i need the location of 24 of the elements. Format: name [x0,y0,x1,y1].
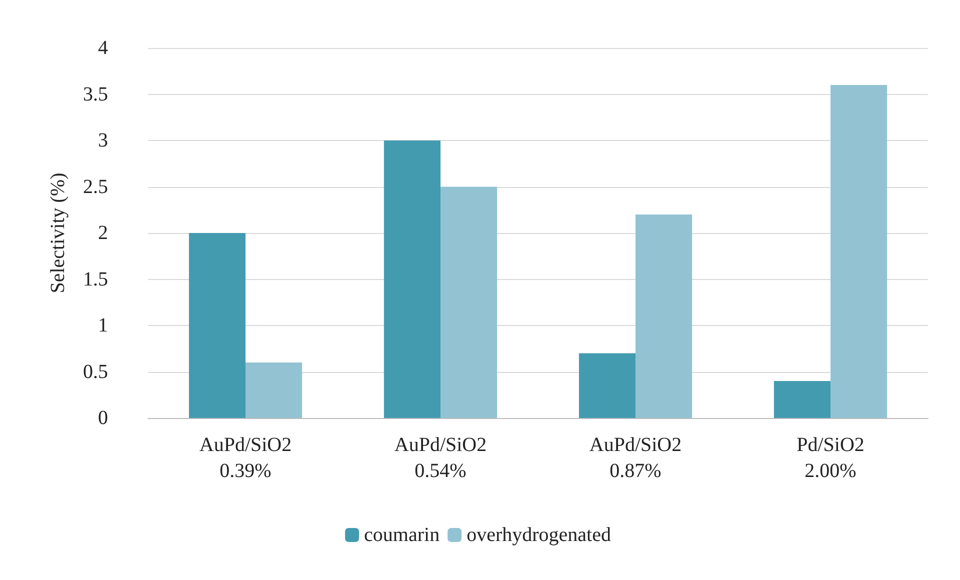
y-tick-label: 3 [98,130,108,152]
y-tick-label: 2.5 [83,176,108,198]
y-tick-label: 1.5 [83,268,108,290]
y-tick-label: 2 [98,222,108,244]
bar [636,214,692,418]
y-tick-label: 1 [98,314,108,336]
bar [384,140,440,418]
bar [440,186,498,418]
legend-label: coumarin [364,524,440,546]
x-tick-label: AuPd/SiO2 0.87% [589,434,682,482]
x-tick-label: Pd/SiO2 2.00% [796,434,864,482]
bar [188,233,246,418]
y-tick-label: 0.5 [83,360,108,383]
y-axis-title: Selectivity (%) [47,172,69,294]
x-tick-label: AuPd/SiO2 0.54% [394,434,487,482]
bar [246,362,302,418]
y-tick-label: 0 [98,407,108,429]
y-tick-label: 3.5 [83,83,108,106]
bar [578,353,636,418]
bar [830,85,888,418]
bar [774,381,830,418]
y-tick-label: 4 [98,37,108,59]
x-tick-label: AuPd/SiO2 0.39% [199,434,292,482]
legend-label: overhydrogenated [466,524,611,546]
